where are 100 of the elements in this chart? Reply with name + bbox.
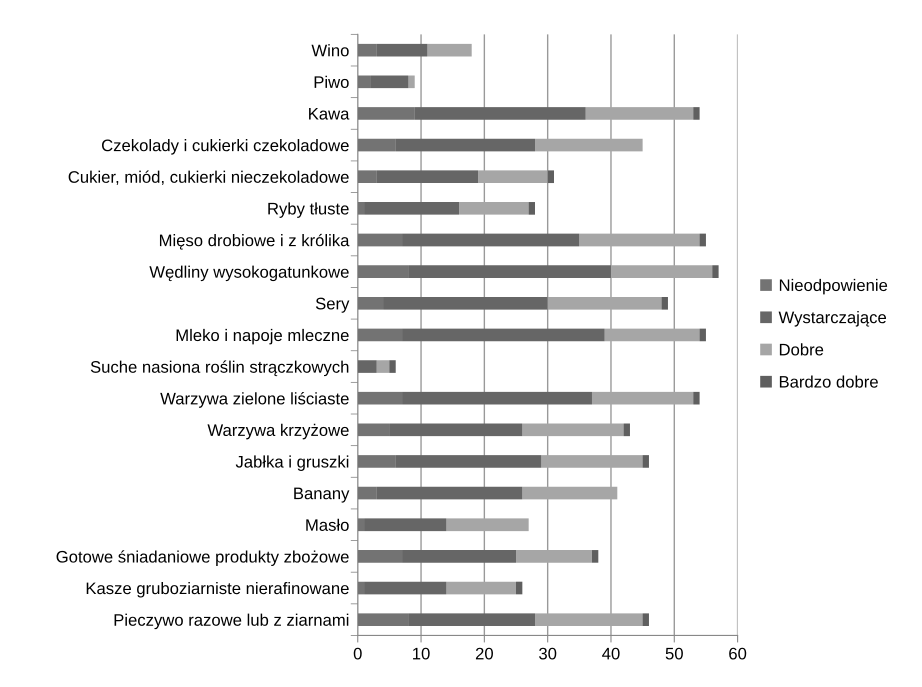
x-tick-label: 0 [354,648,362,660]
bar [358,202,364,215]
y-tick-label: Kawa [309,108,350,120]
legend-label: Bardzo dobre [780,375,878,388]
bar [610,265,712,278]
bar [541,455,643,468]
y-tick-label: Warzywa krzyżowe [207,424,349,440]
bar [624,424,630,436]
bar [358,518,364,532]
bar [358,234,402,246]
bar [586,107,694,120]
bar [358,296,384,310]
bar [579,234,700,246]
x-tick-label: 40 [602,648,620,660]
bar [358,360,377,373]
y-tick-label: Warzywa zielone liściaste [160,392,349,408]
y-tick-label: Masło [306,518,349,531]
bar [364,202,460,215]
bar [522,424,624,436]
bar [693,107,700,120]
bar [408,75,415,88]
bar [592,392,694,405]
bar [383,296,548,310]
y-tick-label: Wędliny wysokogatunkowe [149,266,349,282]
y-tick-label: Mięso drobiowe i z królika [160,234,350,250]
bar [459,202,529,215]
x-tick-label: 20 [476,648,493,660]
y-tick-label: Gotowe śniadaniowe produkty zbożowe [56,550,349,566]
bar [693,392,700,405]
bar [592,550,598,563]
bar [535,613,643,626]
bar [358,170,377,184]
bar [712,265,719,278]
bar [396,455,542,468]
y-tick-label: Mleko i napoje mleczne [176,328,349,344]
bar [427,44,472,56]
bar [376,170,478,184]
y-tick-label: Ryby tłuste [268,202,349,218]
bar [700,328,706,342]
y-tick-label: Kasze gruboziarniste nierafinowane [86,582,349,598]
x-tick-label: 50 [666,648,683,660]
bar [402,392,592,405]
bar [522,486,618,500]
bar [370,75,408,88]
bar [376,360,390,373]
x-tick-label: 10 [413,648,430,660]
legend-label: Nieodpowienie [780,278,888,294]
bar [700,234,706,246]
bar [376,44,428,56]
x-tick-label: 60 [729,648,746,660]
bar [358,486,377,500]
bar [358,392,402,405]
y-tick-label: Piwo [314,76,349,88]
y-tick-label: Sery [316,298,350,313]
bar [642,455,649,468]
bar [408,265,611,278]
bar [402,234,580,246]
bar [516,550,592,563]
y-tick-label: Czekolady i cukierki czekoladowe [102,139,349,155]
bar [376,486,522,500]
bar [358,328,402,342]
bar [414,107,586,120]
bar [364,582,446,594]
bar [548,170,554,184]
x-tick-label: 30 [539,648,556,660]
bar [535,138,643,152]
bar [408,613,536,626]
bar [548,296,662,310]
bar [389,360,396,373]
y-tick-label: Cukier, miód, cukierki nieczekoladowe [68,170,349,185]
bar [446,518,529,532]
y-tick-label: Banany [294,488,350,503]
bar [662,296,668,310]
bar [358,107,415,120]
y-tick-label: Pieczywo razowe lub z ziarnami [114,614,348,630]
bar [358,582,364,594]
bar [446,582,516,594]
bar [396,138,536,152]
bar [389,424,522,436]
y-tick-label: Jabłka i gruszki [236,455,348,471]
bar [402,328,605,342]
bar [516,582,522,594]
bar [358,550,402,563]
bar [358,138,396,152]
bar [478,170,548,184]
bar [358,424,390,436]
legend-label: Dobre [780,343,824,356]
bar [528,202,536,215]
legend-label: Wystarczające [778,311,886,327]
bar [642,613,649,626]
bar [364,518,446,532]
bar [604,328,700,342]
bar [402,550,516,563]
bar [358,44,377,56]
bar [358,75,370,88]
bar [358,455,396,468]
bar [358,265,408,278]
y-tick-label: Suche nasiona roślin strączkowych [90,360,348,376]
y-tick-label: Wino [312,44,349,56]
bar [358,613,408,626]
